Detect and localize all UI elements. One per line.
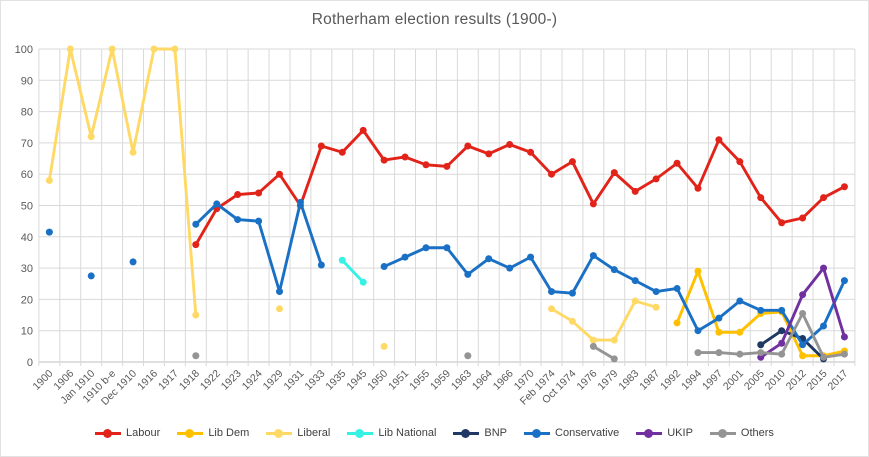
svg-text:2010: 2010 xyxy=(763,368,788,393)
legend-line-marker-icon xyxy=(347,428,374,438)
svg-text:2012: 2012 xyxy=(784,368,809,393)
gridlines xyxy=(38,48,856,366)
legend-line-marker-icon xyxy=(177,428,204,438)
svg-text:10: 10 xyxy=(21,326,33,338)
legend-label-ukip: UKIP xyxy=(667,427,693,439)
svg-text:1955: 1955 xyxy=(407,368,432,393)
legend-item-conservative: Conservative xyxy=(524,427,619,439)
svg-text:90: 90 xyxy=(21,75,33,87)
series-conservative xyxy=(45,198,848,349)
legend-line-marker-icon xyxy=(453,428,480,438)
legend-label-bnp: BNP xyxy=(484,427,508,439)
svg-text:1935: 1935 xyxy=(323,368,348,393)
legend-label-lib-dem: Lib Dem xyxy=(208,427,250,439)
legend-line-marker-icon xyxy=(709,428,736,438)
legend-item-bnp: BNP xyxy=(453,427,507,439)
svg-text:1931: 1931 xyxy=(282,368,307,393)
chart-title: Rotherham election results (1900-) xyxy=(311,11,558,28)
svg-text:1924: 1924 xyxy=(240,368,265,393)
y-axis-labels: 0 10 20 30 40 50 60 70 80 90 100 xyxy=(15,44,33,369)
svg-text:1992: 1992 xyxy=(658,368,683,393)
series-lib-national xyxy=(338,256,367,286)
svg-text:1959: 1959 xyxy=(428,368,453,393)
svg-text:2001: 2001 xyxy=(721,368,746,393)
svg-text:1976: 1976 xyxy=(574,368,599,393)
legend-item-others: Others xyxy=(709,427,774,439)
svg-text:1929: 1929 xyxy=(261,368,286,393)
svg-text:70: 70 xyxy=(21,138,33,150)
legend-line-marker-icon xyxy=(95,428,122,438)
legend-label-liberal: Liberal xyxy=(297,427,331,439)
svg-text:1966: 1966 xyxy=(491,368,516,393)
svg-text:1979: 1979 xyxy=(595,368,620,393)
legend-label-labour: Labour xyxy=(126,427,161,439)
svg-text:1997: 1997 xyxy=(700,368,725,393)
legend-item-lib-national: Lib National xyxy=(347,427,436,439)
legend-item-labour: Labour xyxy=(95,427,160,439)
legend-item-ukip: UKIP xyxy=(636,427,693,439)
svg-text:0: 0 xyxy=(27,357,33,369)
svg-text:1933: 1933 xyxy=(302,368,327,393)
svg-text:2017: 2017 xyxy=(826,368,851,393)
svg-text:20: 20 xyxy=(21,294,33,306)
legend-line-marker-icon xyxy=(524,428,551,438)
svg-text:40: 40 xyxy=(21,232,33,244)
series-ukip xyxy=(757,264,848,361)
legend-label-lib-national: Lib National xyxy=(378,427,437,439)
svg-text:60: 60 xyxy=(21,169,33,181)
svg-text:1918: 1918 xyxy=(177,368,202,393)
svg-text:1923: 1923 xyxy=(219,368,244,393)
svg-text:80: 80 xyxy=(21,107,33,119)
svg-text:1994: 1994 xyxy=(679,368,704,393)
legend-item-liberal: Liberal xyxy=(266,427,330,439)
svg-text:1987: 1987 xyxy=(637,368,662,393)
chart-legend: Labour Lib Dem Liberal Lib National BNP Conse… xyxy=(0,427,869,439)
series-labour xyxy=(192,126,848,249)
svg-text:100: 100 xyxy=(15,44,33,56)
svg-text:1917: 1917 xyxy=(156,368,181,393)
svg-text:2015: 2015 xyxy=(805,368,830,393)
svg-text:1964: 1964 xyxy=(470,368,495,393)
legend-item-lib-dem: Lib Dem xyxy=(177,427,249,439)
series-lines xyxy=(45,45,848,363)
svg-text:50: 50 xyxy=(21,201,33,213)
svg-text:2005: 2005 xyxy=(742,368,767,393)
series-others xyxy=(192,309,848,363)
legend-label-conservative: Conservative xyxy=(555,427,620,439)
svg-text:30: 30 xyxy=(21,263,33,275)
series-liberal xyxy=(45,45,660,350)
svg-text:1951: 1951 xyxy=(386,368,411,393)
svg-text:1916: 1916 xyxy=(135,368,160,393)
legend-line-marker-icon xyxy=(266,428,293,438)
svg-text:1922: 1922 xyxy=(198,368,223,393)
legend-line-marker-icon xyxy=(636,428,663,438)
svg-text:1900: 1900 xyxy=(30,368,55,393)
svg-text:1945: 1945 xyxy=(344,368,369,393)
svg-text:1963: 1963 xyxy=(449,368,474,393)
svg-text:1950: 1950 xyxy=(365,368,390,393)
svg-text:1983: 1983 xyxy=(616,368,641,393)
legend-label-others: Others xyxy=(740,427,774,439)
